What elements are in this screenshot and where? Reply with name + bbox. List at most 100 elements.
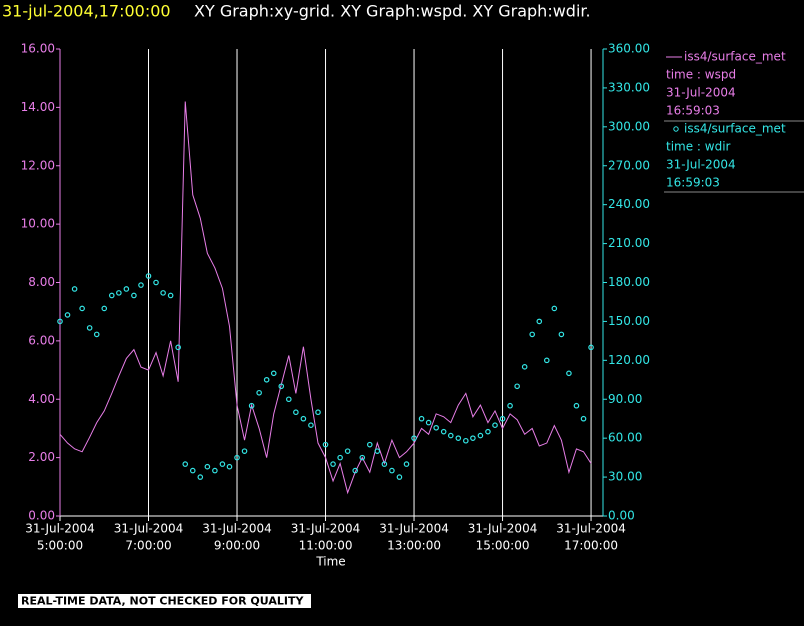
y2-tick-label: 360.00 xyxy=(608,42,650,56)
title-time: 31-jul-2004,17:00:00 xyxy=(2,2,171,21)
legend-time: 16:59:03 xyxy=(666,176,720,190)
x-tick-date: 31-Jul-2004 xyxy=(468,522,538,536)
wdir-point xyxy=(529,331,535,338)
wdir-point xyxy=(543,357,550,364)
y2-tick-label: 90.00 xyxy=(608,392,642,406)
wdir-point xyxy=(131,292,137,299)
wdir-point xyxy=(337,454,343,461)
y2-tick-label: 330.00 xyxy=(608,80,650,94)
wdir-point xyxy=(551,305,558,312)
wdir-point xyxy=(189,467,196,474)
wdir-point xyxy=(64,312,71,318)
y2-tick-label: 30.00 xyxy=(608,470,642,484)
y-tick-label: 16.00 xyxy=(21,42,55,56)
wdir-point xyxy=(308,422,314,428)
y2-tick-label: 120.00 xyxy=(608,353,650,367)
legend-date: 31-Jul-2004 xyxy=(666,86,736,100)
wdir-point xyxy=(71,286,78,292)
wdir-point xyxy=(374,448,381,454)
wdir-point xyxy=(403,461,410,467)
wdir-point xyxy=(57,318,63,325)
legend-date: 31-Jul-2004 xyxy=(666,158,736,172)
legend-variable: time : wdir xyxy=(666,140,731,154)
x-tick-label: 7:00:00 xyxy=(125,539,171,553)
wdir-point xyxy=(330,461,336,467)
wdir-point xyxy=(433,424,439,431)
wdir-point xyxy=(270,370,277,377)
wdir-point xyxy=(470,435,476,441)
y2-tick-label: 180.00 xyxy=(608,275,650,289)
wdir-point xyxy=(204,463,211,470)
chart-title: XY Graph:xy-grid. XY Graph:wspd. XY Grap… xyxy=(194,2,591,21)
wdir-point xyxy=(573,402,580,409)
wdir-point xyxy=(256,389,262,396)
wdir-point xyxy=(145,273,152,279)
y-tick-label: 2.00 xyxy=(28,450,55,464)
wdir-point xyxy=(463,437,469,444)
legend-swatch xyxy=(673,126,679,132)
wdir-point xyxy=(315,409,321,416)
wdir-point xyxy=(248,402,255,409)
legend-name: iss4/surface_met xyxy=(684,122,786,136)
x-tick-date: 31-Jul-2004 xyxy=(291,522,361,536)
wdir-point xyxy=(396,474,403,480)
wdir-point xyxy=(300,415,307,422)
x-tick-label: 11:00:00 xyxy=(299,539,353,553)
y2-tick-label: 300.00 xyxy=(608,119,650,133)
wdir-point xyxy=(175,344,181,351)
wdir-point xyxy=(447,432,454,439)
wdir-point xyxy=(492,422,498,428)
legend-variable: time : wspd xyxy=(666,68,736,82)
wdir-point xyxy=(580,415,587,422)
y-tick-label: 6.00 xyxy=(28,333,55,347)
wdir-point xyxy=(514,383,520,390)
wdir-point xyxy=(425,419,432,426)
wdir-point xyxy=(138,282,144,288)
x-tick-date: 31-Jul-2004 xyxy=(114,522,184,536)
x-tick-label: 9:00:00 xyxy=(214,539,260,553)
y-tick-label: 8.00 xyxy=(28,275,55,289)
legend-time: 16:59:03 xyxy=(666,104,720,118)
x-tick-label: 13:00:00 xyxy=(387,539,441,553)
wdir-point xyxy=(285,396,292,403)
wdir-point xyxy=(344,448,351,454)
wdir-point xyxy=(182,461,189,467)
wdir-point xyxy=(322,441,329,448)
wdir-point xyxy=(536,318,543,325)
wdir-point xyxy=(485,428,491,435)
wdir-point xyxy=(123,286,130,292)
wdir-point xyxy=(389,467,395,474)
y-tick-label: 10.00 xyxy=(21,217,55,231)
wdir-point xyxy=(234,454,240,461)
wdir-point xyxy=(455,435,462,441)
wdir-point xyxy=(499,415,506,422)
y2-tick-label: 210.00 xyxy=(608,236,650,250)
wdir-point xyxy=(263,376,270,383)
y2-tick-label: 240.00 xyxy=(608,197,650,211)
footer: REAL-TIME DATA, NOT CHECKED FOR QUALITY xyxy=(21,595,304,608)
wdir-point xyxy=(241,448,248,454)
wdir-point xyxy=(219,461,226,467)
wdir-point xyxy=(167,292,174,299)
y-tick-label: 4.00 xyxy=(28,392,55,406)
x-tick-date: 31-Jul-2004 xyxy=(25,522,95,536)
wdir-point xyxy=(278,383,285,390)
x-tick-date: 31-Jul-2004 xyxy=(556,522,626,536)
wdir-point xyxy=(93,331,100,338)
wdir-point xyxy=(381,461,388,467)
x-tick-date: 31-Jul-2004 xyxy=(202,522,272,536)
wdir-point xyxy=(411,435,417,441)
wdir-point xyxy=(418,415,425,422)
wdir-point xyxy=(588,344,594,351)
y-tick-label: 14.00 xyxy=(21,100,55,114)
y-tick-label: 0.00 xyxy=(28,509,55,523)
wdir-point xyxy=(108,292,115,299)
wdir-point xyxy=(197,474,204,480)
wdir-point xyxy=(359,454,366,461)
x-tick-date: 31-Jul-2004 xyxy=(379,522,449,536)
y-tick-label: 12.00 xyxy=(21,158,55,172)
wdir-point xyxy=(79,305,85,312)
